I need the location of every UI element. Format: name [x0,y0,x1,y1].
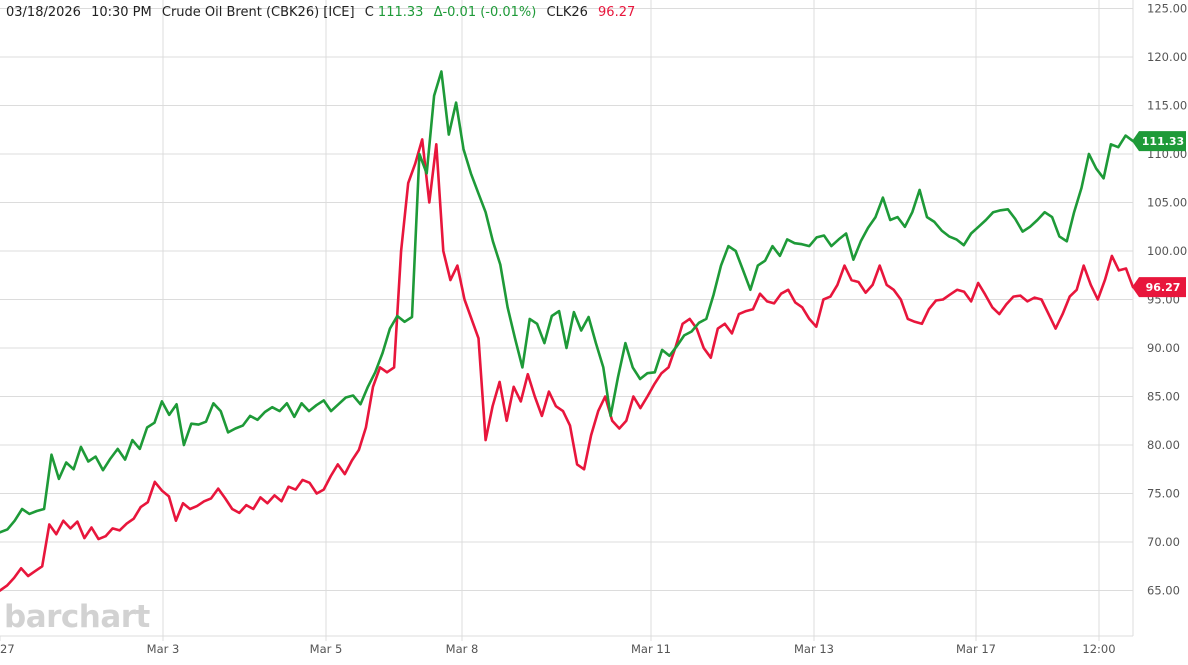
y-tick-label: 90.00 [1147,341,1180,355]
y-tick-label: 105.00 [1147,196,1187,210]
header-close-prefix: C [365,5,374,20]
badge-bg [1132,131,1186,152]
barchart-logo: barchart [4,599,151,635]
y-axis: 65.0070.0075.0080.0085.0090.0095.00100.0… [1147,2,1187,598]
x-tick-label: Mar 11 [631,642,671,656]
y-tick-label: 70.00 [1147,535,1180,549]
y-tick-label: 115.00 [1147,99,1187,113]
y-tick-label: 85.00 [1147,390,1180,404]
logo-text: barchart [4,599,151,635]
x-tick-label: Mar 17 [956,642,996,656]
x-tick-label: 12:00 [1082,642,1115,656]
header-compare-symbol: CLK26 [547,5,588,20]
badge-bg [1132,277,1186,298]
header-date: 03/18/2026 [6,5,81,20]
x-tick-label: Mar 8 [446,642,479,656]
badge-label: 111.33 [1142,135,1184,148]
x-tick-label: Mar 13 [794,642,834,656]
x-axis: 27 Mar 3 Mar 5 Mar 8 Mar 11 Mar 13 Mar 17 12:00 [0,642,1116,656]
header-close-value: 111.33 [378,5,424,20]
header-symbol: Crude Oil Brent (CBK26) [ICE] [162,5,355,20]
grid [0,0,1134,641]
header-compare-value: 96.27 [598,5,635,20]
x-tick-label: 27 [0,642,15,656]
y-tick-label: 75.00 [1147,487,1180,501]
header-time: 10:30 PM [91,5,152,20]
x-tick-label: Mar 5 [310,642,343,656]
y-tick-label: 100.00 [1147,244,1187,258]
y-tick-label: 120.00 [1147,50,1187,64]
series-line-clk26 [0,138,1135,592]
badge-label: 96.27 [1146,281,1181,294]
y-tick-label: 65.00 [1147,584,1180,598]
chart-header: 03/18/2026 10:30 PM Crude Oil Brent (CBK… [6,5,635,20]
last-price-badge-clk26: 96.27 [1132,277,1186,298]
last-price-badges: 111.33 96.27 [1132,131,1186,298]
last-price-badge-cbk26: 111.33 [1132,131,1186,152]
y-tick-label: 80.00 [1147,438,1180,452]
series-line-cbk26 [0,70,1135,534]
header-change: Δ-0.01 (-0.01%) [434,5,537,20]
x-tick-label: Mar 3 [147,642,180,656]
y-tick-label: 125.00 [1147,2,1187,16]
series [0,70,1135,592]
